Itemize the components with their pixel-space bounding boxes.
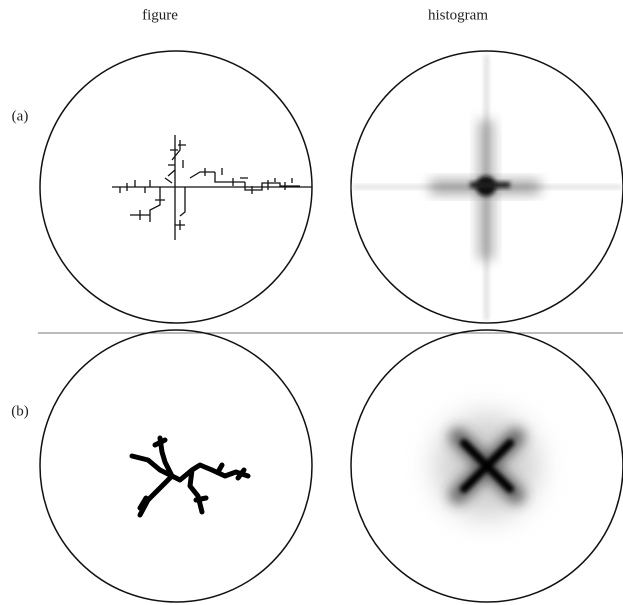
dendrite [112,135,312,240]
figure-panel: figure histogram (a) (b) [0,0,623,605]
histogram-density [435,414,539,518]
histogram-density [352,55,622,320]
row-label: (a) [12,108,29,124]
aggregate [132,438,248,515]
row-label: (b) [11,403,29,419]
page: {"header": {"columns": ["figure", "histo… [0,0,623,605]
column-title: histogram [428,7,488,23]
frame-circle [40,330,312,602]
column-title: figure [142,7,178,23]
